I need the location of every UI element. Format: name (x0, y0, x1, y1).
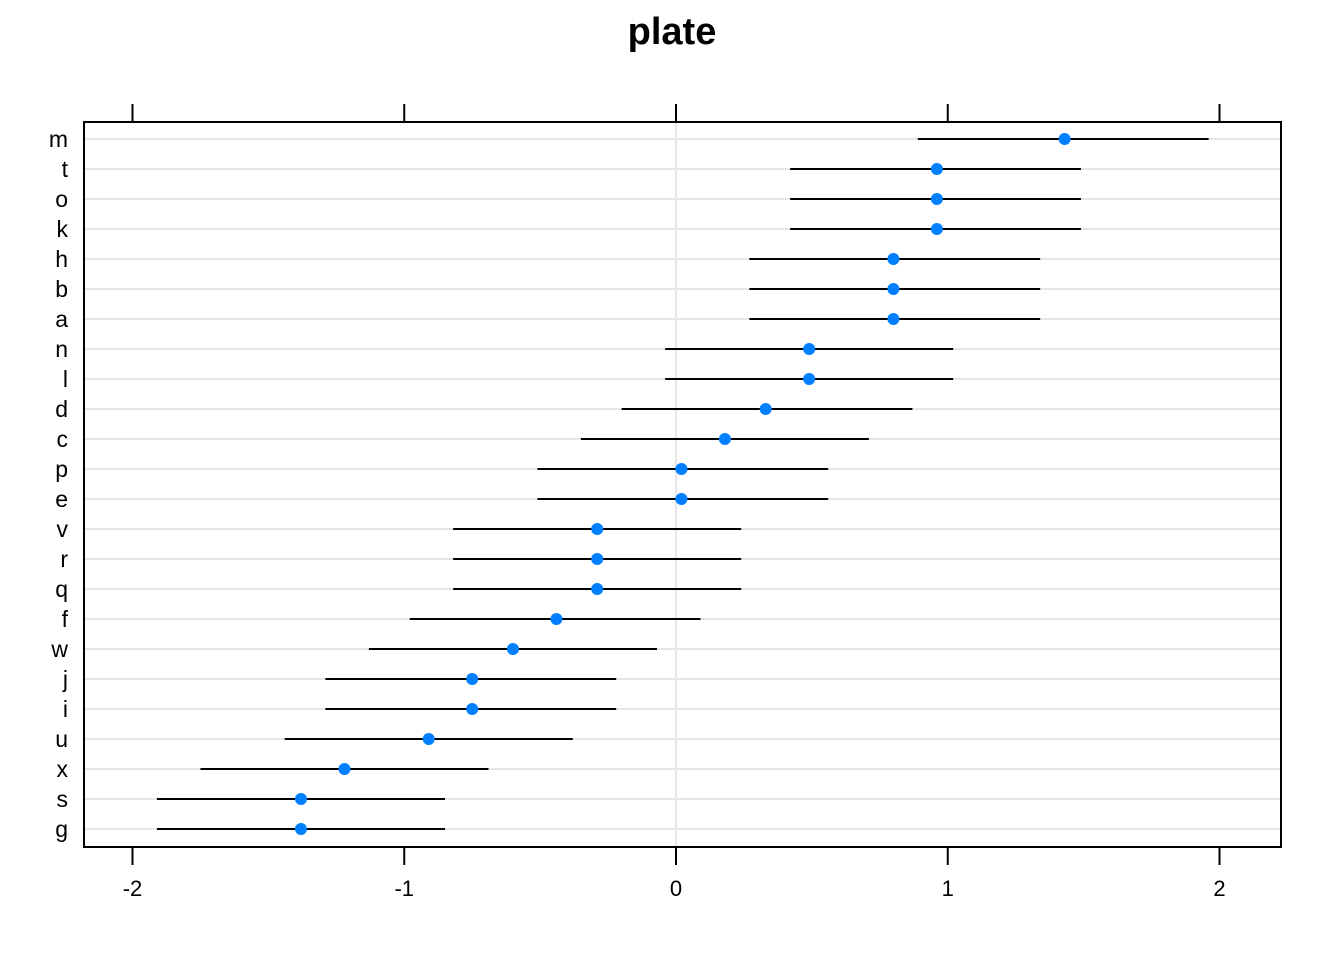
point-i (466, 703, 479, 715)
category-label-l: l (63, 366, 68, 392)
point-t (930, 163, 943, 175)
chart-title: plate (628, 11, 717, 53)
point-n (803, 343, 816, 355)
point-d (759, 403, 772, 415)
category-label-w: w (50, 636, 68, 662)
plot-frame (83, 121, 1282, 848)
data-points (294, 133, 1071, 835)
category-label-s: s (57, 786, 69, 812)
point-m (1058, 133, 1071, 145)
category-label-x: x (57, 756, 69, 782)
point-k (930, 223, 943, 235)
category-label-u: u (55, 726, 68, 752)
point-v (591, 523, 604, 535)
point-h (887, 253, 900, 265)
point-c (718, 433, 731, 445)
category-label-i: i (63, 696, 68, 722)
category-label-n: n (55, 336, 68, 362)
point-w (506, 643, 519, 655)
category-label-o: o (55, 186, 68, 212)
category-label-h: h (55, 246, 68, 272)
category-label-g: g (55, 816, 68, 842)
x-tick-label: 1 (942, 876, 954, 901)
category-label-b: b (55, 276, 68, 302)
point-e (675, 493, 688, 505)
category-label-e: e (55, 486, 68, 512)
point-f (550, 613, 563, 625)
category-label-v: v (57, 516, 69, 542)
point-s (294, 793, 307, 805)
category-label-p: p (55, 456, 68, 482)
axis-ticks (131, 104, 1221, 865)
point-q (591, 583, 604, 595)
category-label-f: f (62, 606, 69, 632)
point-o (930, 193, 943, 205)
category-label-r: r (60, 546, 68, 572)
point-l (803, 373, 816, 385)
x-tick-labels: -2 -1 0 1 2 (123, 876, 1226, 901)
category-label-a: a (55, 306, 68, 332)
category-label-k: k (57, 216, 69, 242)
category-label-d: d (55, 396, 68, 422)
x-tick-label: 0 (670, 876, 682, 901)
category-label-q: q (55, 576, 68, 602)
category-label-j: j (62, 666, 68, 692)
grid-lines (84, 138, 1281, 830)
category-label-c: c (57, 426, 69, 452)
point-r (591, 553, 604, 565)
interval-lines (156, 138, 1209, 830)
category-label-t: t (62, 156, 69, 182)
x-tick-label: -1 (394, 876, 414, 901)
point-g (294, 823, 307, 835)
x-tick-label: 2 (1213, 876, 1225, 901)
point-x (338, 763, 351, 775)
point-j (466, 673, 479, 685)
point-b (887, 283, 900, 295)
point-u (422, 733, 435, 745)
point-p (675, 463, 688, 475)
category-label-m: m (49, 126, 68, 152)
point-a (887, 313, 900, 325)
x-tick-label: -2 (123, 876, 143, 901)
